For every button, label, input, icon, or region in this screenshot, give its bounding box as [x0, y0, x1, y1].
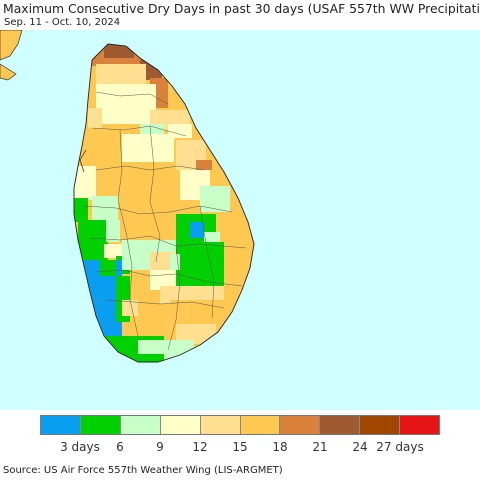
source-credit: Source: US Air Force 557th Weather Wing … — [3, 465, 283, 476]
district-boundaries — [83, 91, 247, 351]
legend-label: 12 — [192, 440, 208, 454]
legend-label: 9 — [156, 440, 164, 454]
sri-lanka-coastline — [73, 43, 255, 363]
legend-label: 24 — [352, 440, 368, 454]
legend-label: 18 — [272, 440, 288, 454]
legend-label: 27 days — [376, 440, 424, 454]
legend-labels: 3 days 6 9 12 15 18 21 24 27 days — [0, 440, 480, 456]
india-coast-region — [0, 30, 23, 61]
legend-color-bar — [40, 415, 440, 435]
legend-swatch — [400, 416, 440, 434]
legend-label: 3 days — [60, 440, 100, 454]
map-canvas — [0, 30, 255, 363]
kalpitiya-peninsula — [79, 149, 87, 173]
india-coast-region — [0, 63, 17, 81]
legend-swatch — [320, 416, 361, 434]
sri-lanka-dry-days-map — [0, 30, 480, 410]
legend-swatch — [360, 416, 401, 434]
date-range: Sep. 11 - Oct. 10, 2024 — [4, 17, 121, 28]
legend-swatch — [80, 416, 121, 434]
legend-swatch — [41, 416, 81, 434]
map-title: Maximum Consecutive Dry Days in past 30 … — [3, 1, 480, 16]
legend-swatch — [200, 416, 241, 434]
legend-label: 6 — [116, 440, 124, 454]
legend-swatch — [280, 416, 321, 434]
dry-days-grid — [74, 44, 254, 362]
legend-label: 21 — [312, 440, 328, 454]
legend-label: 15 — [232, 440, 248, 454]
legend-swatch — [240, 416, 281, 434]
legend-swatch — [160, 416, 201, 434]
legend-swatch — [120, 416, 161, 434]
